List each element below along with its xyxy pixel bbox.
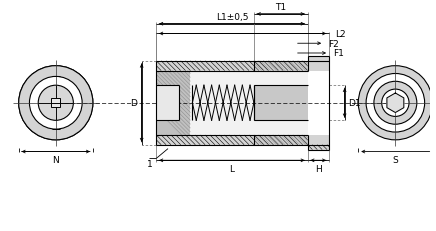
Text: L1±0,5: L1±0,5 xyxy=(216,13,248,22)
Text: L: L xyxy=(229,164,235,173)
Bar xyxy=(156,135,329,145)
Bar xyxy=(156,61,329,71)
Text: F2: F2 xyxy=(328,40,339,49)
Text: T1: T1 xyxy=(275,3,286,12)
Circle shape xyxy=(19,66,93,140)
Bar xyxy=(307,145,329,150)
Text: S: S xyxy=(392,156,398,165)
Circle shape xyxy=(358,66,433,140)
Bar xyxy=(254,86,307,121)
Text: F1: F1 xyxy=(333,49,344,58)
Circle shape xyxy=(366,74,425,132)
Text: H: H xyxy=(315,164,322,173)
Circle shape xyxy=(30,77,82,130)
Bar xyxy=(156,71,307,135)
Bar xyxy=(156,71,191,135)
Text: D: D xyxy=(130,99,137,108)
Circle shape xyxy=(374,82,417,125)
Text: D1: D1 xyxy=(348,99,361,108)
Bar xyxy=(51,99,60,108)
Text: 1: 1 xyxy=(146,159,152,168)
Circle shape xyxy=(38,86,73,121)
Circle shape xyxy=(382,90,409,117)
Bar xyxy=(307,57,329,61)
Polygon shape xyxy=(387,94,404,113)
Text: N: N xyxy=(52,156,59,165)
Bar xyxy=(156,86,179,121)
Bar xyxy=(254,135,307,145)
Text: L2: L2 xyxy=(335,30,345,39)
Bar xyxy=(254,61,307,71)
